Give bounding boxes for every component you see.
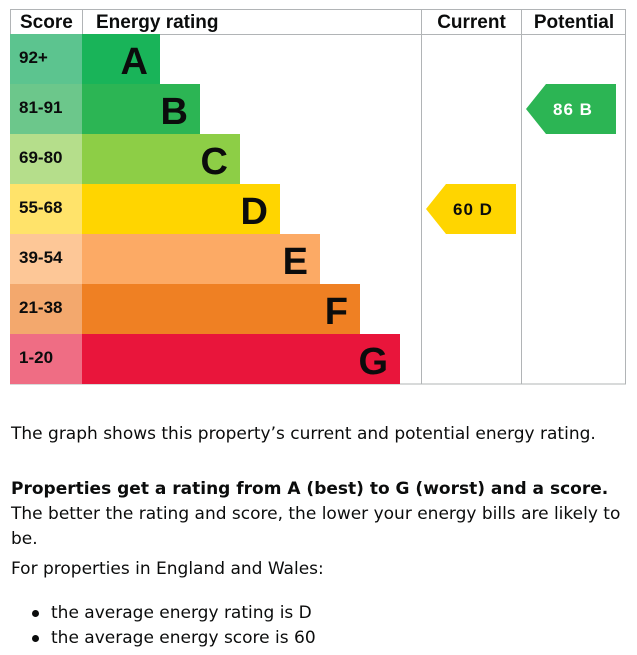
potential-rating-arrow — [526, 84, 616, 134]
potential-rating-label: 86 B — [553, 100, 593, 119]
score-cell-G — [10, 334, 82, 384]
current-rating-arrow — [426, 184, 516, 234]
graph-summary: The graph shows this property’s current … — [11, 424, 596, 444]
rating-letter-C: C — [201, 141, 228, 183]
rating-letter-E: E — [283, 241, 308, 283]
rating-explanation-rest: The better the rating and score, the low… — [11, 504, 621, 549]
rating-bar-D — [82, 184, 280, 234]
score-label-C: 69-80 — [19, 148, 62, 167]
rating-letter-B: B — [161, 91, 188, 133]
score-label-B: 81-91 — [19, 98, 62, 117]
score-cell-E — [10, 234, 82, 284]
rating-bar-C — [82, 134, 240, 184]
epc-chart: Score Energy rating Current Potential 92+ A 81… — [10, 9, 626, 385]
rating-letter-A: A — [121, 41, 148, 83]
rating-bar-G — [82, 334, 400, 384]
rating-letter-F: F — [325, 291, 348, 333]
rating-explanation-bold: Properties get a rating from A (best) to… — [11, 479, 609, 499]
current-rating-label: 60 D — [453, 200, 493, 219]
rating-bar-F — [82, 284, 360, 334]
region-intro: For properties in England and Wales: — [11, 559, 324, 579]
header-current: Current — [437, 12, 506, 33]
rating-explanation: Properties get a rating from A (best) to… — [11, 477, 631, 552]
score-cell-D — [10, 184, 82, 234]
rating-bar-A — [82, 34, 160, 84]
score-label-D: 55-68 — [19, 198, 62, 217]
score-label-A: 92+ — [19, 48, 48, 67]
score-cell-C — [10, 134, 82, 184]
score-cell-A — [10, 34, 82, 84]
score-label-E: 39-54 — [19, 248, 63, 267]
rating-letter-D: D — [241, 191, 268, 233]
score-cell-B — [10, 84, 82, 134]
average-list: the average energy rating is D the avera… — [11, 601, 316, 651]
rating-letter-G: G — [358, 341, 388, 383]
score-label-G: 1-20 — [19, 348, 53, 367]
score-cell-F — [10, 284, 82, 334]
header-energy-rating: Energy rating — [96, 12, 218, 33]
average-score-item: the average energy score is 60 — [32, 626, 316, 651]
rating-bar-B — [82, 84, 200, 134]
header-score: Score — [20, 12, 73, 33]
average-rating-item: the average energy rating is D — [32, 601, 316, 626]
header-potential: Potential — [534, 12, 614, 33]
rating-bar-E — [82, 234, 320, 284]
score-label-F: 21-38 — [19, 298, 62, 317]
